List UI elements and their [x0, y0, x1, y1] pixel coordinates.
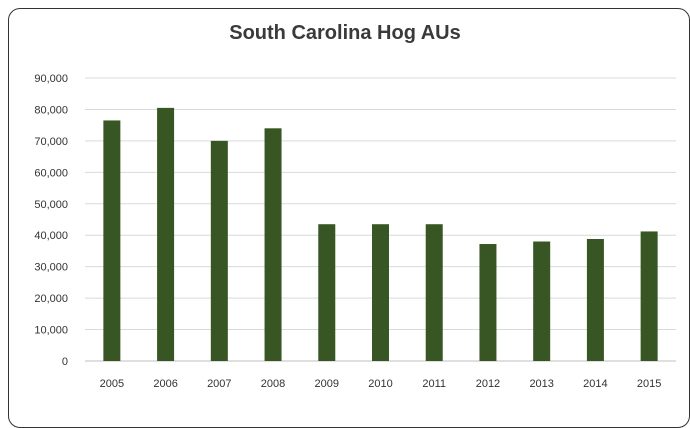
- bars: [103, 107, 658, 361]
- x-tick-label: 2009: [315, 378, 339, 390]
- bar-2006: [157, 107, 175, 361]
- bar-chart: 0 10,000 20,000 30,000 40,000 50,000 60,000 70,…: [34, 73, 676, 390]
- bar-2012: [479, 244, 497, 361]
- bar-2005: [103, 120, 121, 361]
- bar-2007: [210, 140, 228, 361]
- y-tick-label: 40,000: [34, 230, 68, 242]
- bar-2015: [640, 231, 658, 361]
- x-tick-label: 2006: [153, 378, 177, 390]
- x-tick-label: 2012: [476, 378, 500, 390]
- y-tick-label: 60,000: [34, 167, 68, 179]
- x-tick-label: 2007: [207, 378, 231, 390]
- y-tick-label: 70,000: [34, 136, 68, 148]
- bar-2010: [372, 224, 389, 361]
- bar-2011: [425, 224, 443, 361]
- bar-2008: [264, 128, 282, 361]
- chart-title: South Carolina Hog AUs: [229, 22, 461, 44]
- y-axis-tick-labels: 0 10,000 20,000 30,000 40,000 50,000 60,000 70,…: [34, 73, 68, 368]
- y-tick-label: 10,000: [34, 325, 68, 337]
- x-tick-label: 2008: [261, 378, 285, 390]
- bar-2014: [586, 238, 604, 361]
- x-axis-tick-labels: 2005 2006 2007 2008 2009 2010 2011 2012 2013 2014…: [100, 378, 662, 390]
- y-tick-label: 90,000: [34, 73, 68, 85]
- y-tick-label: 0: [62, 356, 68, 368]
- bar-2013: [533, 241, 551, 361]
- x-tick-label: 2010: [368, 378, 392, 390]
- x-tick-label: 2013: [529, 378, 553, 390]
- x-tick-label: 2014: [583, 378, 607, 390]
- x-tick-label: 2015: [637, 378, 661, 390]
- x-tick-label: 2011: [422, 378, 446, 390]
- y-tick-label: 30,000: [34, 262, 68, 274]
- y-tick-label: 80,000: [34, 104, 68, 116]
- bar-2009: [318, 224, 336, 361]
- x-tick-label: 2005: [100, 378, 124, 390]
- y-tick-label: 20,000: [34, 293, 68, 305]
- y-tick-label: 50,000: [34, 199, 68, 211]
